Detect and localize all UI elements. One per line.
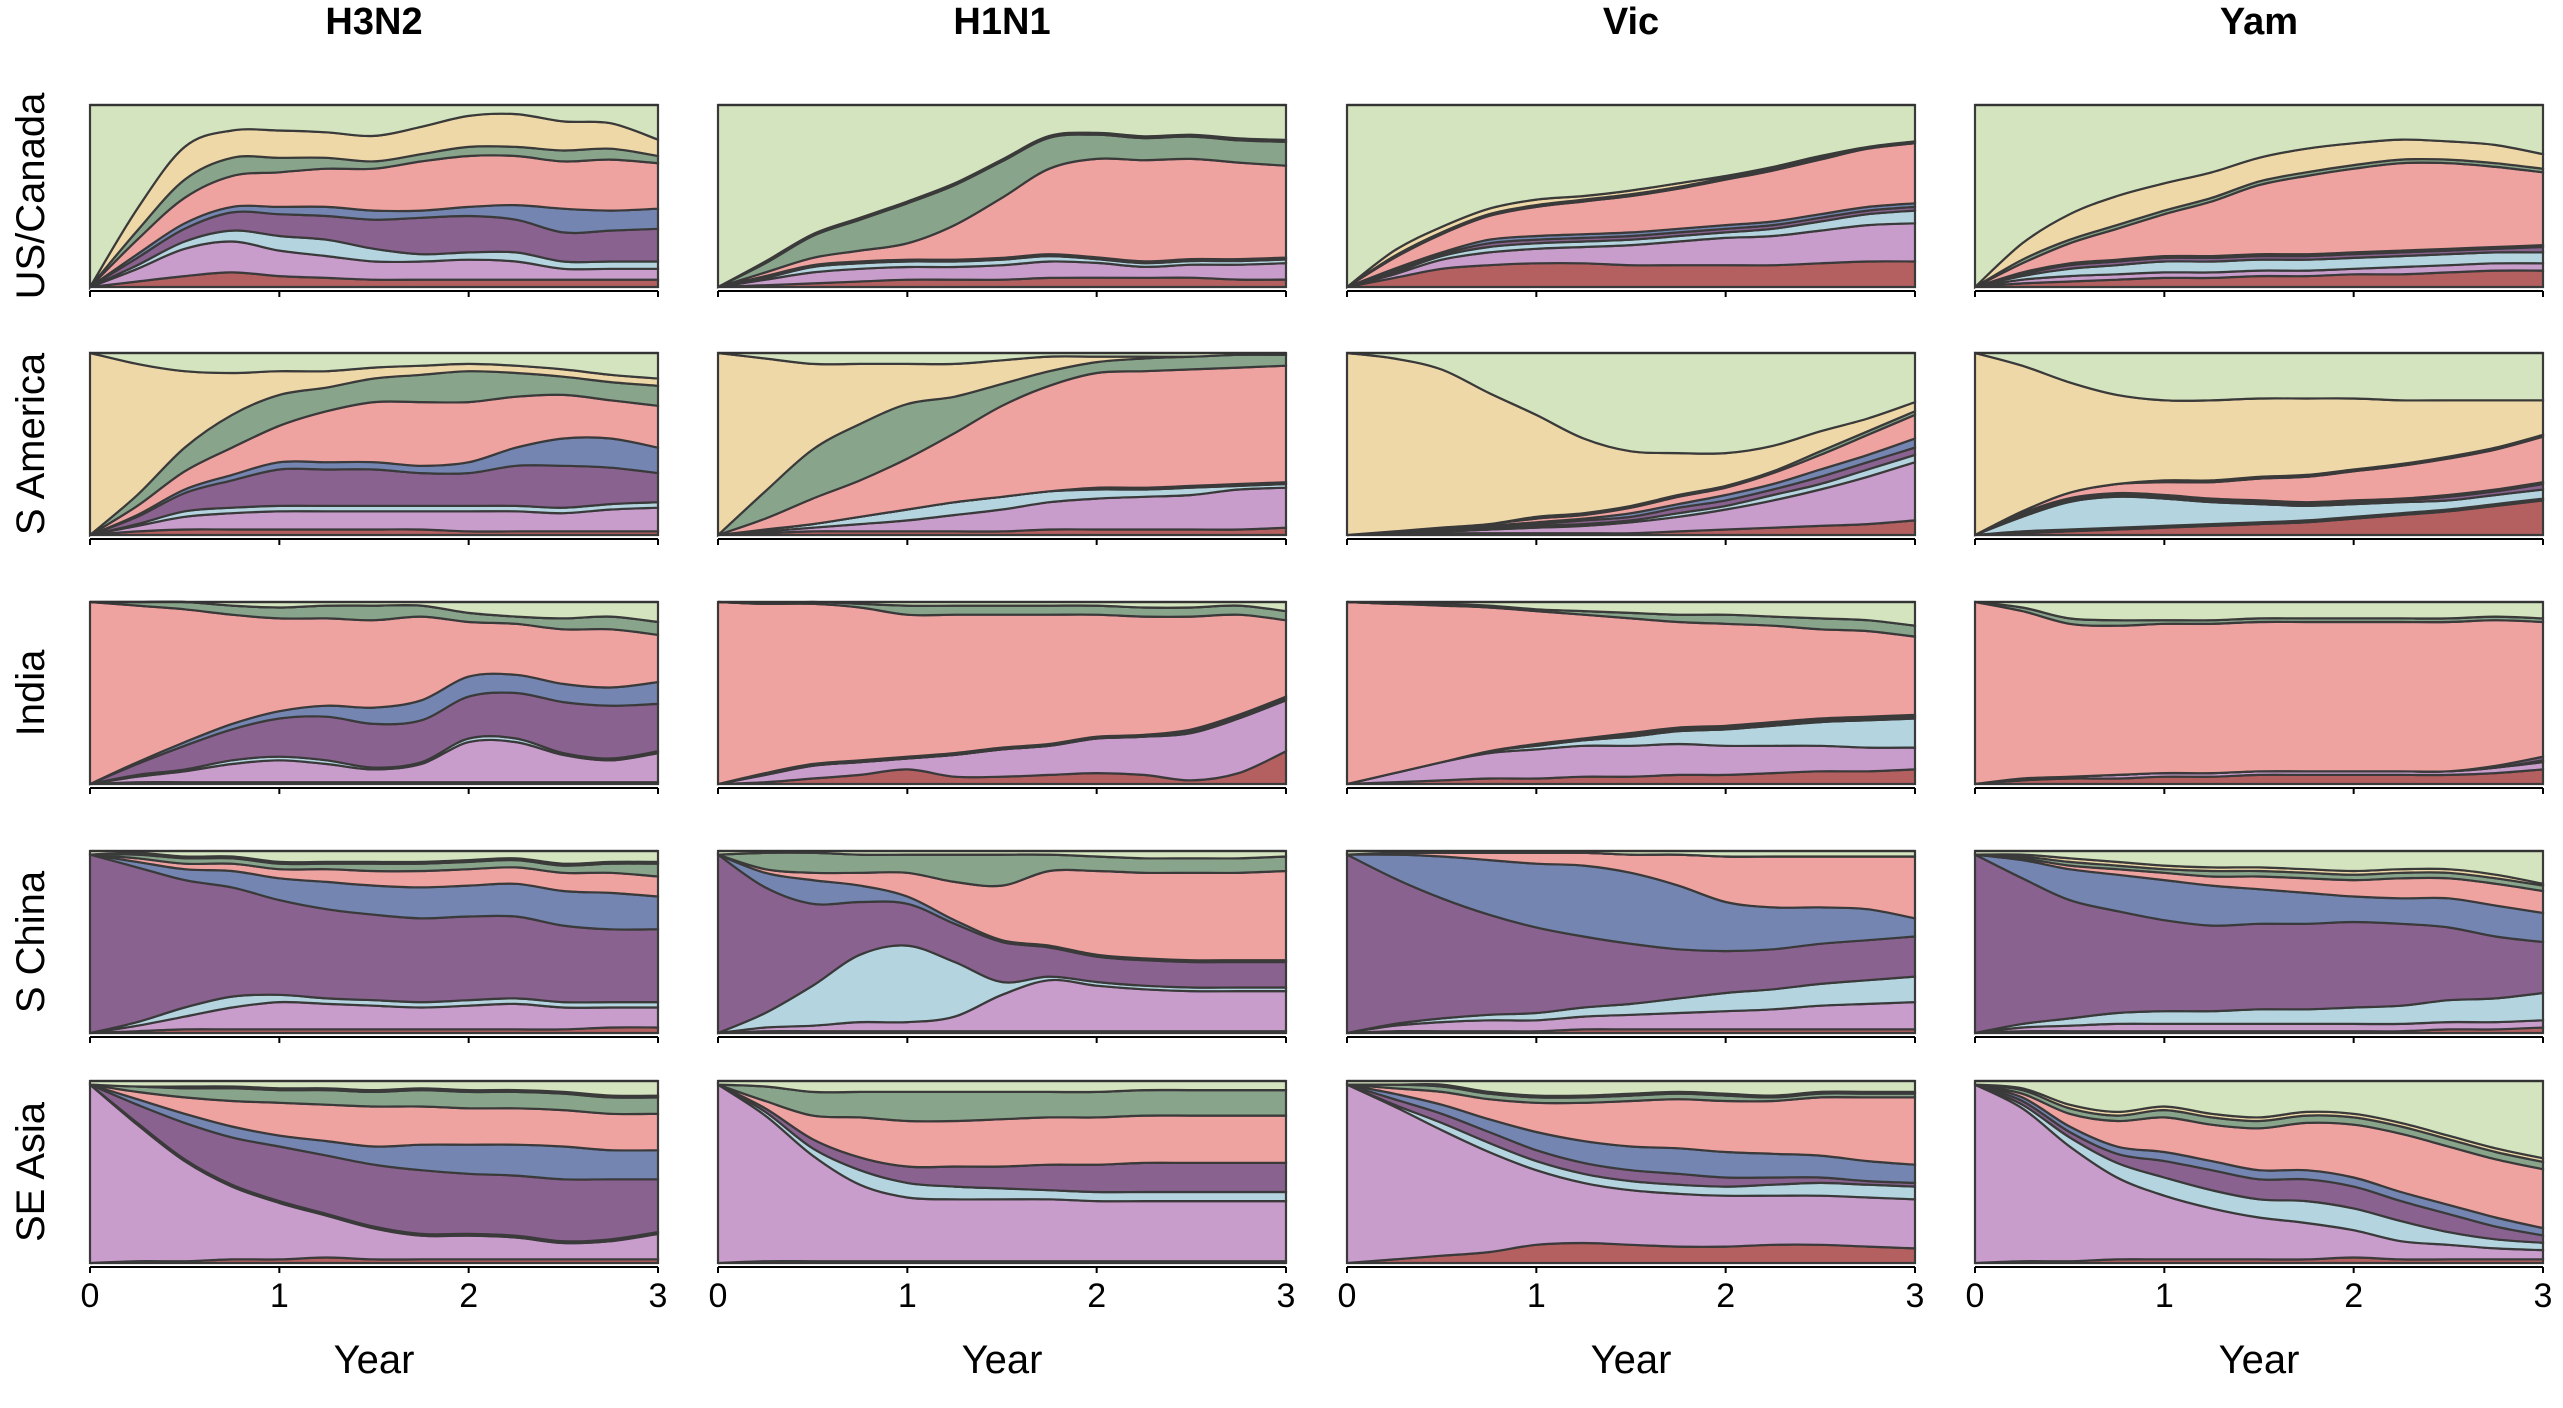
- row-label-se-asia: SE Asia: [9, 1101, 53, 1242]
- area-salmon: [1973, 600, 2545, 786]
- panel-us-canada-h1n1: [716, 103, 1288, 289]
- panels: [88, 103, 2545, 1265]
- x-axis-se-asia-h1n1: 0 1 2 3 Year: [709, 1266, 1296, 1382]
- x-tick-label: 3: [1277, 1277, 1296, 1315]
- x-axis-se-asia-h3n2: 0 1 2 3 Year: [81, 1266, 668, 1382]
- x-tick-label: 0: [709, 1277, 728, 1315]
- panel-s-america-yam: [1973, 351, 2545, 537]
- panel-s-china-h3n2: [88, 849, 660, 1035]
- panel-s-china-h1n1: [716, 849, 1288, 1035]
- x-tick-label: 1: [2155, 1277, 2174, 1315]
- x-tick-label: 2: [1716, 1277, 1735, 1315]
- x-axis-se-asia-yam: 0 1 2 3 Year: [1966, 1266, 2553, 1382]
- x-axis-se-asia-vic: 0 1 2 3 Year: [1338, 1266, 1925, 1382]
- column-title-h3n2: H3N2: [325, 1, 422, 43]
- x-axis-us-canada-yam: [1974, 290, 2544, 297]
- area-light-green: [716, 1079, 1288, 1094]
- row-label-us-canada: US/Canada: [9, 92, 53, 300]
- x-axis-us-canada-h3n2: [89, 290, 659, 297]
- x-axis-s-china-vic: [1346, 1036, 1916, 1043]
- panel-s-china-yam: [1973, 849, 2545, 1035]
- panel-india-yam: [1973, 600, 2545, 786]
- x-axis-india-yam: [1974, 787, 2544, 794]
- panel-s-america-vic: [1345, 351, 1917, 537]
- column-titles: H3N2 H1N1 Vic Yam: [325, 1, 2298, 43]
- x-axis-title: Year: [2219, 1338, 2300, 1382]
- x-tick-label: 0: [81, 1277, 100, 1315]
- panel-india-h3n2: [88, 600, 660, 786]
- x-axis-s-china-h1n1: [717, 1036, 1287, 1043]
- x-axis-s-america-yam: [1974, 538, 2544, 545]
- x-axis-us-canada-vic: [1346, 290, 1916, 297]
- x-axis-s-china-yam: [1974, 1036, 2544, 1043]
- panel-se-asia-yam: [1973, 1079, 2545, 1265]
- x-tick-label: 2: [2344, 1277, 2363, 1315]
- panel-india-h1n1: [716, 600, 1288, 786]
- x-axis-us-canada-h1n1: [717, 290, 1287, 297]
- panel-india-vic: [1345, 600, 1917, 786]
- x-axis-s-china-h3n2: [89, 1036, 659, 1043]
- x-tick-label: 3: [2534, 1277, 2553, 1315]
- x-tick-label: 2: [459, 1277, 478, 1315]
- x-axis-title: Year: [962, 1338, 1043, 1382]
- panel-s-america-h1n1: [716, 351, 1288, 538]
- x-axis-s-america-h3n2: [89, 538, 659, 545]
- x-axis-title: Year: [1591, 1338, 1672, 1382]
- panel-se-asia-h1n1: [716, 1079, 1288, 1265]
- panel-se-asia-vic: [1345, 1079, 1917, 1265]
- panel-us-canada-vic: [1345, 103, 1917, 290]
- x-axis-s-america-h1n1: [717, 538, 1287, 545]
- x-axis-india-h1n1: [717, 787, 1287, 794]
- x-tick-label: 1: [1527, 1277, 1546, 1315]
- panel-se-asia-h3n2: [88, 1079, 660, 1265]
- x-tick-label: 3: [1906, 1277, 1925, 1315]
- x-tick-label: 1: [898, 1277, 917, 1315]
- row-labels: US/Canada S America India S China SE Asia: [9, 92, 53, 1242]
- column-title-vic: Vic: [1603, 1, 1659, 43]
- row-label-india: India: [9, 649, 53, 736]
- x-tick-label: 1: [270, 1277, 289, 1315]
- column-title-yam: Yam: [2220, 1, 2298, 43]
- panel-us-canada-h3n2: [88, 103, 660, 291]
- row-label-s-china: S China: [9, 870, 53, 1013]
- x-tick-label: 2: [1087, 1277, 1106, 1315]
- x-axis-india-h3n2: [89, 787, 659, 794]
- x-tick-label: 3: [649, 1277, 668, 1315]
- panel-us-canada-yam: [1973, 103, 2545, 290]
- panel-s-china-vic: [1345, 849, 1917, 1035]
- column-title-h1n1: H1N1: [953, 1, 1050, 43]
- x-axis-s-america-vic: [1346, 538, 1916, 545]
- x-axis-india-vic: [1346, 787, 1916, 794]
- x-axis-title: Year: [334, 1338, 415, 1382]
- x-axes: 0 1 2 3 Year 0 1 2 3 Year 0 1 2 3 Year 0 1 2 3 Year: [81, 290, 2553, 1382]
- x-tick-label: 0: [1338, 1277, 1357, 1315]
- x-tick-label: 0: [1966, 1277, 1985, 1315]
- panel-s-america-h3n2: [88, 351, 660, 538]
- area-light-green: [1974, 600, 2545, 622]
- row-label-s-america: S America: [9, 352, 53, 535]
